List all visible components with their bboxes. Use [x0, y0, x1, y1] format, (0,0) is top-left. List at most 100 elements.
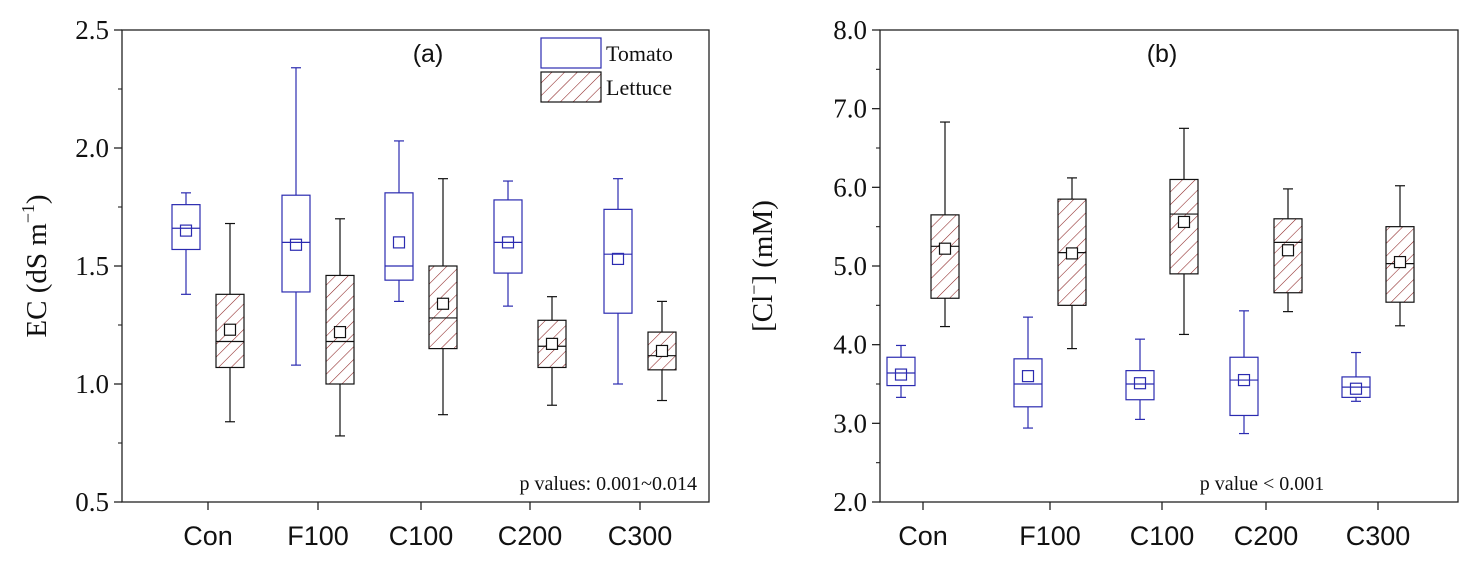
box-lettuce-c300: [647, 300, 677, 402]
mean-marker: [1393, 255, 1407, 269]
x-axis: Con F100 C100 C200 C300: [898, 502, 1410, 551]
mean-marker: [1237, 373, 1251, 387]
box-lettuce-con: [215, 222, 245, 423]
x-tick-label: C300: [1346, 521, 1411, 551]
box-lettuce-c200: [1273, 188, 1303, 313]
chart-panel-a: 0.5 1.0 1.5 2.0 2.5 Con F100 C100 C200 C300 EC (…: [18, 15, 710, 551]
mean-marker: [436, 297, 450, 310]
mean-marker: [611, 252, 625, 266]
box-tomato-con: [171, 192, 201, 295]
box-lettuce-con: [930, 121, 960, 328]
box-tomato-f100: [1013, 316, 1043, 429]
box-lettuce-f100: [1057, 177, 1087, 350]
box-lettuce-c200: [537, 296, 567, 406]
box-lettuce-c300: [1385, 185, 1415, 327]
mean-marker: [179, 224, 193, 237]
x-axis: Con F100 C100 C200 C300: [183, 502, 672, 551]
x-tick-label: F100: [287, 521, 349, 551]
x-tick-label: C300: [608, 521, 673, 551]
iqr-box: [1125, 370, 1155, 401]
iqr-box: [171, 204, 201, 251]
legend-swatch-lettuce: [540, 71, 602, 103]
mean-marker: [1065, 247, 1079, 260]
y-tick-label: 2.0: [75, 133, 109, 163]
y-tick-label: 1.5: [75, 251, 109, 281]
chart-panel-b: 2.0 3.0 4.0 5.0 6.0 7.0 8.0 Con F100 C100 C200 C30…: [744, 15, 1459, 551]
x-tick-label: C200: [498, 521, 563, 551]
mean-marker: [501, 236, 515, 249]
mean-marker: [545, 337, 559, 350]
p-value-annotation: p values: 0.001~0.014: [520, 473, 697, 495]
mean-marker: [938, 242, 952, 255]
plot-frame: [879, 29, 1459, 503]
box-tomato-c200: [493, 180, 523, 307]
iqr-box: [1169, 178, 1199, 275]
box-lettuce-c100: [428, 178, 458, 416]
iqr-box: [493, 199, 523, 274]
y-axis-label-end: ): [21, 194, 53, 204]
legend: Tomato Lettuce: [540, 37, 673, 103]
mean-marker: [1177, 215, 1191, 229]
p-value-annotation: p value < 0.001: [1200, 473, 1325, 495]
box-tomato-c300: [1341, 351, 1371, 402]
iqr-box: [930, 214, 960, 299]
mean-marker: [1021, 370, 1035, 383]
y-tick-label: 2.5: [75, 15, 109, 45]
mean-marker: [223, 323, 237, 336]
y-tick-label: 8.0: [833, 15, 867, 45]
box-series: [886, 121, 1415, 435]
y-tick-label: 5.0: [833, 251, 867, 281]
iqr-box: [281, 194, 311, 293]
y-tick-label: 3.0: [833, 408, 867, 438]
panel-label: (a): [413, 40, 444, 68]
box-tomato-con: [886, 344, 916, 398]
y-tick-label: 0.5: [75, 487, 109, 517]
iqr-box: [1013, 358, 1043, 408]
box-tomato-f100: [281, 67, 311, 366]
legend-label-tomato: Tomato: [606, 41, 673, 66]
iqr-box: [603, 208, 633, 314]
x-tick-label: F100: [1019, 521, 1081, 551]
legend-label-lettuce: Lettuce: [606, 75, 672, 100]
mean-marker: [333, 325, 347, 339]
box-lettuce-f100: [325, 218, 355, 437]
iqr-box: [886, 356, 916, 387]
y-axis: 2.0 3.0 4.0 5.0 6.0 7.0 8.0: [833, 15, 880, 517]
mean-marker: [1133, 377, 1147, 390]
y-axis: 0.5 1.0 1.5 2.0 2.5: [75, 15, 122, 517]
y-axis-label-main: [Cl: [747, 295, 779, 332]
x-tick-label: Con: [898, 521, 948, 551]
panel-label: (b): [1147, 40, 1178, 68]
iqr-box: [325, 274, 355, 385]
mean-marker: [1349, 382, 1363, 395]
mean-marker: [655, 344, 669, 358]
box-series: [171, 67, 677, 437]
box-tomato-c300: [603, 178, 633, 385]
y-tick-label: 6.0: [833, 172, 867, 202]
x-tick-label: Con: [183, 521, 233, 551]
mean-marker: [392, 236, 406, 249]
y-tick-label: 2.0: [833, 487, 867, 517]
y-tick-label: 1.0: [75, 369, 109, 399]
box-lettuce-c100: [1169, 127, 1199, 336]
legend-swatch-tomato: [540, 37, 602, 69]
y-axis-label-sup: −1: [18, 204, 38, 223]
x-tick-label: C100: [1130, 521, 1195, 551]
x-tick-label: C100: [389, 521, 454, 551]
y-tick-label: 4.0: [833, 330, 867, 360]
y-axis-label-main: EC (dS m: [21, 223, 53, 338]
y-tick-label: 7.0: [833, 94, 867, 124]
mean-marker: [289, 238, 303, 251]
mean-marker: [894, 368, 908, 381]
box-tomato-c200: [1229, 310, 1259, 435]
y-axis-label-end: ] (mM): [747, 200, 779, 285]
box-tomato-c100: [1125, 338, 1155, 420]
iqr-box: [1229, 356, 1259, 417]
mean-marker: [1281, 244, 1295, 257]
y-axis-label-sup: −: [744, 285, 764, 295]
y-axis-label: [Cl−] (mM): [744, 200, 779, 332]
x-tick-label: C200: [1234, 521, 1299, 551]
box-tomato-c100: [384, 140, 414, 302]
y-axis-label: EC (dS m−1): [18, 194, 53, 337]
